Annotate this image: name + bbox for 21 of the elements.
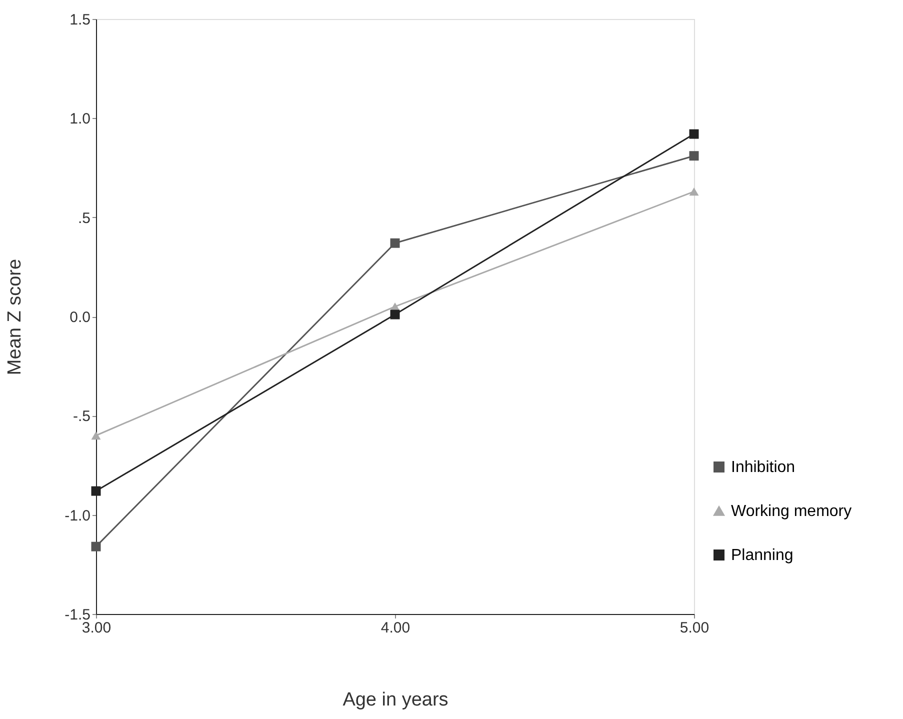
- legend-label: Inhibition: [731, 459, 796, 476]
- y-axis-title: Mean Z score: [4, 258, 26, 376]
- y-tick-label: 1.0: [70, 110, 90, 128]
- y-tick-label: 0.0: [70, 309, 90, 326]
- point: [390, 310, 400, 320]
- legend-label: Planning: [731, 547, 794, 564]
- y-tick-label: -.5: [72, 408, 90, 426]
- point: [689, 129, 699, 139]
- point: [689, 151, 699, 161]
- legend-label: Working memory: [731, 503, 852, 520]
- x-tick-label: 4.00: [380, 620, 410, 636]
- y-tick-label: -1.0: [64, 507, 90, 524]
- x-axis-title: Age in years: [342, 690, 448, 710]
- point: [91, 486, 101, 496]
- point: [91, 431, 101, 440]
- point: [689, 187, 699, 196]
- x-tick-label: 5.00: [680, 620, 710, 636]
- point: [91, 542, 101, 552]
- point: [390, 238, 400, 248]
- y-tick-label: 1.5: [70, 12, 90, 28]
- y-tick-label: .5: [78, 210, 90, 227]
